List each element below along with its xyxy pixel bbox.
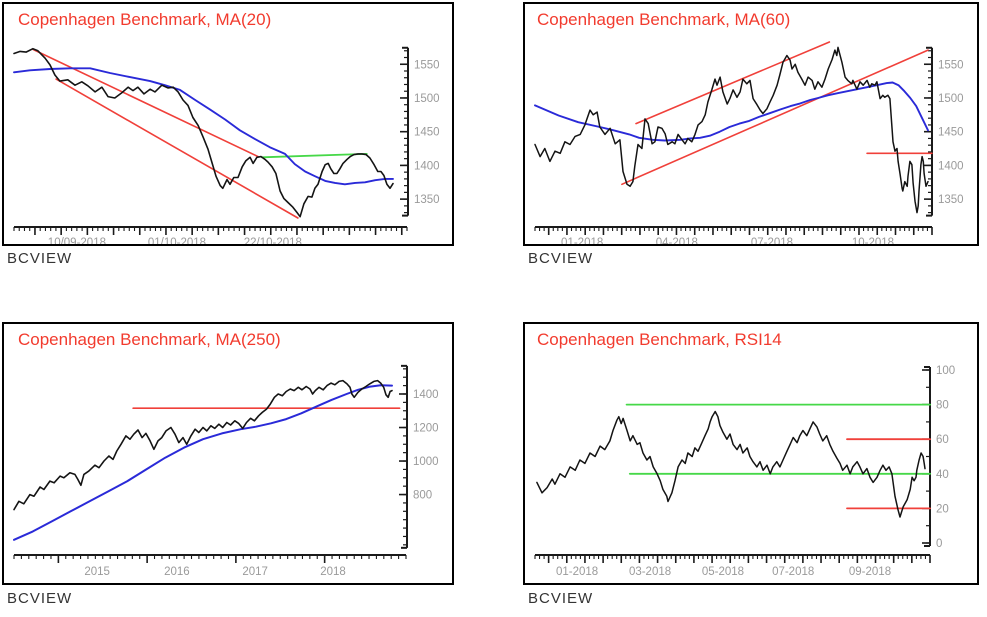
svg-text:05-2018: 05-2018 — [702, 566, 744, 578]
svg-text:2017: 2017 — [242, 566, 268, 578]
svg-text:1400: 1400 — [413, 389, 439, 401]
svg-text:2016: 2016 — [164, 566, 190, 578]
chart-panel-rsi14: 0 20 40 60 80 100 01-2018 03-2018 05-2018 07-2018… — [523, 322, 979, 585]
svg-text:09-2018: 09-2018 — [849, 566, 891, 578]
svg-text:1350: 1350 — [414, 194, 440, 206]
svg-text:1200: 1200 — [413, 423, 439, 435]
svg-text:1000: 1000 — [413, 456, 439, 468]
chart-title-ma250: Copenhagen Benchmark, MA(250) — [18, 330, 281, 349]
chart-title-rsi14: Copenhagen Benchmark, RSI14 — [537, 330, 782, 349]
watermark-bcview-3: BCVIEW — [7, 590, 73, 607]
chart-panel-ma60: 1350 1400 1450 1500 1550 01-2018 04-2018 07-201… — [523, 2, 979, 246]
svg-text:01/10-2018: 01/10-2018 — [148, 237, 206, 244]
svg-text:1550: 1550 — [938, 59, 964, 71]
svg-text:1500: 1500 — [938, 93, 964, 105]
svg-text:07-2018: 07-2018 — [751, 237, 793, 244]
chart-title-ma20: Copenhagen Benchmark, MA(20) — [18, 10, 272, 29]
chart-canvas-rsi14: 0 20 40 60 80 100 01-2018 03-2018 05-2018 07-2018… — [534, 365, 955, 578]
watermark-bcview-4: BCVIEW — [528, 590, 594, 607]
svg-text:03-2018: 03-2018 — [629, 566, 671, 578]
svg-text:10/09-2018: 10/09-2018 — [48, 237, 106, 244]
svg-text:20: 20 — [936, 503, 949, 515]
svg-text:01-2018: 01-2018 — [561, 237, 603, 244]
svg-text:2015: 2015 — [84, 566, 110, 578]
svg-text:60: 60 — [936, 434, 949, 446]
svg-text:10-2018: 10-2018 — [852, 237, 894, 244]
chart-panel-ma20: 1350 1400 1450 1500 1550 10/09-2018 01/10-2018… — [2, 2, 454, 246]
svg-text:1500: 1500 — [414, 93, 440, 105]
chart-canvas-ma20: 1350 1400 1450 1500 1550 10/09-2018 01/10-2018… — [13, 46, 440, 244]
chart-title-ma60: Copenhagen Benchmark, MA(60) — [537, 10, 791, 29]
svg-text:1550: 1550 — [414, 59, 440, 71]
svg-text:1450: 1450 — [938, 127, 964, 139]
svg-text:1400: 1400 — [414, 160, 440, 172]
svg-text:04-2018: 04-2018 — [656, 237, 698, 244]
chart-panel-ma250: 800 1000 1200 1400 2015 2016 2017 2018 Copenhag… — [2, 322, 454, 585]
svg-text:1450: 1450 — [414, 127, 440, 139]
svg-text:01-2018: 01-2018 — [556, 566, 598, 578]
chart-canvas-ma60: 1350 1400 1450 1500 1550 01-2018 04-2018 07-201… — [534, 41, 964, 244]
svg-text:0: 0 — [936, 538, 942, 550]
chart-canvas-ma250: 800 1000 1200 1400 2015 2016 2017 2018 — [13, 364, 439, 578]
svg-text:80: 80 — [936, 400, 949, 412]
svg-text:2018: 2018 — [320, 566, 346, 578]
svg-text:800: 800 — [413, 490, 432, 502]
svg-text:100: 100 — [936, 365, 955, 377]
watermark-bcview-2: BCVIEW — [528, 250, 594, 267]
svg-text:1350: 1350 — [938, 194, 964, 206]
svg-text:22/10-2018: 22/10-2018 — [244, 237, 302, 244]
watermark-bcview-1: BCVIEW — [7, 250, 73, 267]
svg-text:40: 40 — [936, 469, 949, 481]
svg-text:1400: 1400 — [938, 160, 964, 172]
svg-text:07-2018: 07-2018 — [772, 566, 814, 578]
